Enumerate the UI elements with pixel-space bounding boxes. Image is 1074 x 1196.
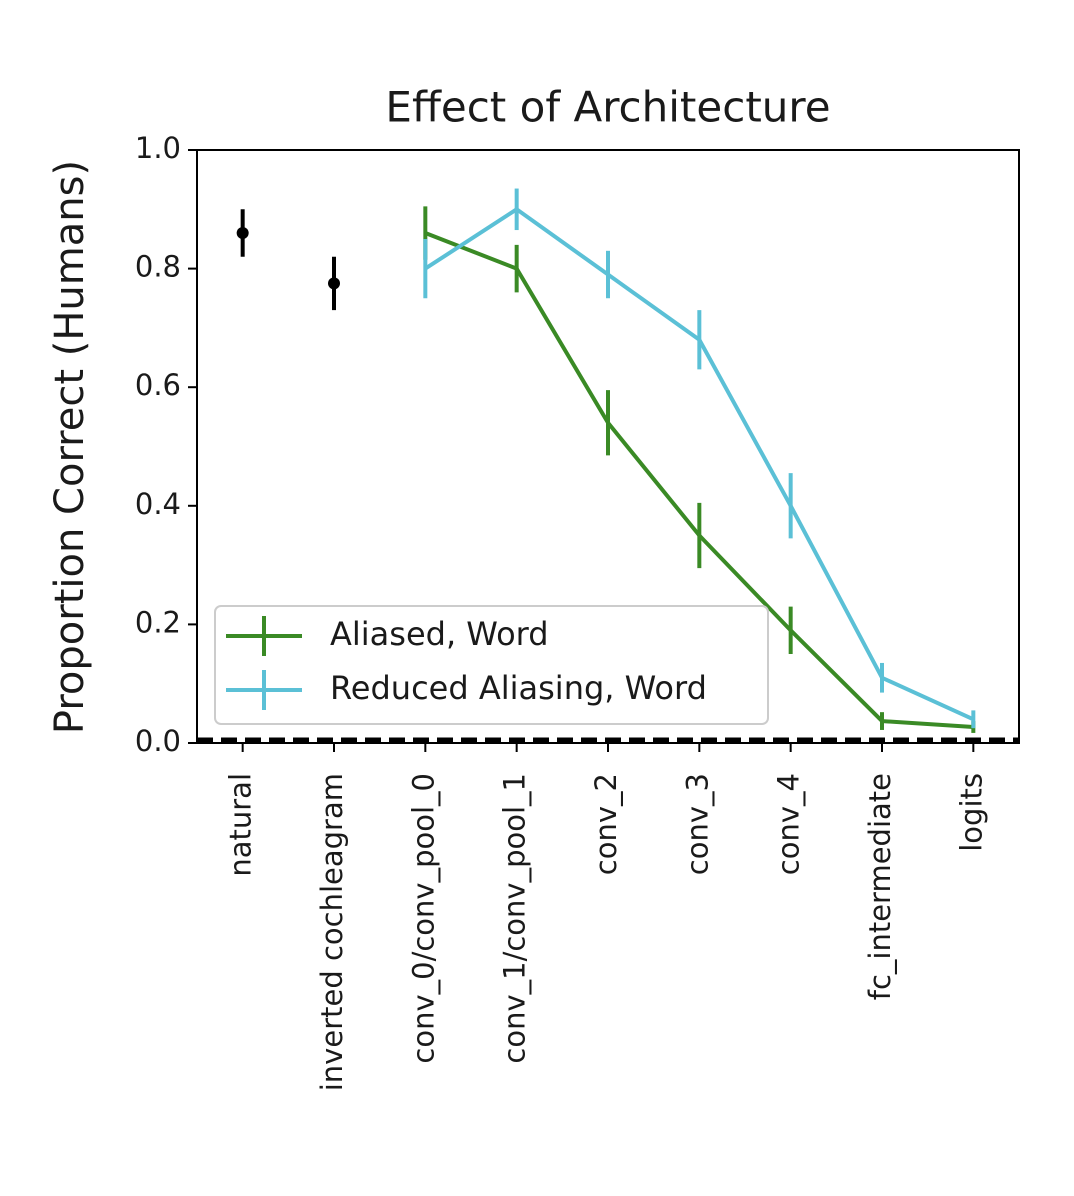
human-point [328, 277, 340, 290]
x-tick-label: logits [954, 773, 988, 852]
x-tick-label: conv_2 [589, 773, 623, 875]
legend-box [214, 605, 769, 725]
y-tick-label: 0.6 [135, 368, 181, 402]
y-tick-label: 0.2 [135, 605, 181, 639]
legend-label: Reduced Aliasing, Word [330, 669, 707, 707]
y-axis-label: Proportion Correct (Humans) [47, 160, 93, 734]
x-tick-label: inverted cochleagram [315, 773, 349, 1091]
x-tick-label: natural [224, 773, 258, 877]
legend-label: Aliased, Word [330, 615, 549, 653]
chart-title: Effect of Architecture [385, 83, 830, 132]
y-tick-label: 1.0 [135, 131, 181, 165]
y-tick-label: 0.4 [135, 487, 181, 521]
x-tick-label: conv_4 [772, 773, 806, 875]
y-tick-label: 0.0 [135, 724, 181, 758]
human-point [236, 227, 249, 240]
x-tick-label: conv_0/conv_pool_0 [406, 773, 440, 1064]
x-tick-label: fc_intermediate [863, 773, 897, 1000]
plot-frame [196, 149, 1020, 744]
y-tick-label: 0.8 [135, 250, 181, 284]
x-tick-label: conv_3 [680, 773, 714, 875]
x-tick-label: conv_1/conv_pool_1 [498, 773, 532, 1064]
